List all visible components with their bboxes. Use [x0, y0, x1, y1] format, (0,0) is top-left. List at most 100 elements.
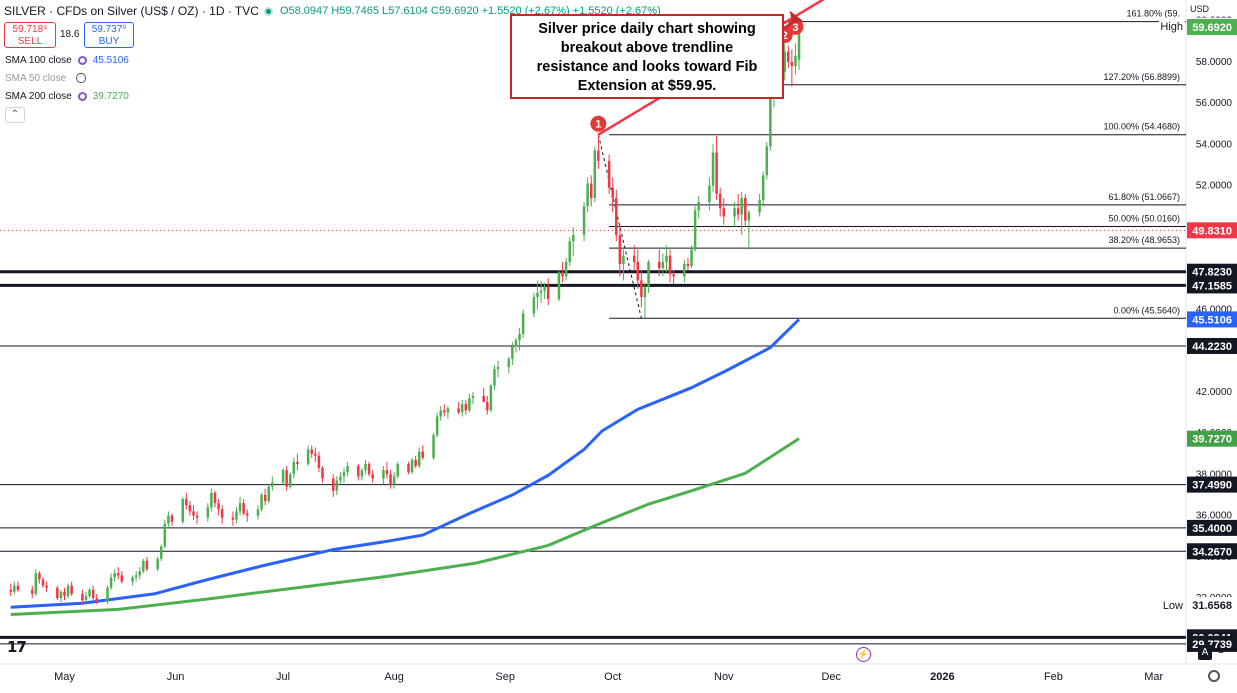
auto-scale-button[interactable]: A: [1198, 645, 1212, 660]
candle-body: [364, 463, 367, 471]
candle: [468, 393, 471, 413]
x-tick-label: Nov: [714, 671, 734, 683]
candle-body: [744, 197, 747, 221]
candle: [41, 577, 45, 588]
candle-body: [159, 546, 163, 559]
candle-body: [271, 482, 274, 487]
candle: [88, 587, 91, 599]
candle-body: [572, 235, 575, 242]
candle: [618, 224, 622, 277]
candle: [672, 270, 675, 285]
candle-body: [163, 523, 167, 547]
candle: [536, 280, 539, 310]
candle: [711, 144, 715, 192]
candle-body: [88, 589, 91, 596]
indicator-settings-icon[interactable]: [77, 55, 87, 65]
candle: [582, 202, 586, 242]
candle: [188, 501, 192, 516]
price-label: 31.6568 Low: [1159, 597, 1237, 614]
candle: [715, 136, 718, 201]
candle: [718, 187, 722, 217]
candle: [611, 177, 614, 213]
symbol-header: SILVER · CFDs on Silver (US$ / OZ) · 1D …: [4, 3, 661, 19]
candle-body: [736, 208, 740, 215]
marker-circle: [590, 115, 607, 132]
log-scale-button[interactable]: L: [1218, 645, 1224, 656]
candle-body: [231, 517, 235, 520]
fib-level-label: 0.00% (45.5640): [1113, 305, 1180, 315]
indicator-sma50[interactable]: SMA 50 close: [5, 71, 87, 85]
candle-body: [145, 560, 149, 570]
hidden-eye-icon[interactable]: [76, 73, 87, 83]
candle: [539, 280, 543, 304]
candle-body: [59, 591, 63, 599]
candle: [142, 558, 145, 574]
candle: [647, 259, 650, 293]
candle: [321, 466, 324, 483]
buy-button[interactable]: 59.737⁰ BUY: [84, 22, 134, 48]
candle: [471, 391, 475, 405]
candle-body: [690, 249, 693, 267]
price-label-text: 44.2230: [1192, 341, 1232, 353]
candle-body: [346, 466, 349, 473]
candle: [518, 327, 521, 351]
candle: [439, 406, 442, 421]
candle: [665, 245, 668, 273]
symbol-title[interactable]: SILVER · CFDs on Silver (US$ / OZ) · 1D …: [4, 4, 259, 18]
currency-label[interactable]: USD: [1189, 4, 1209, 14]
spread-value: 18.6: [60, 29, 80, 40]
indicator-sma100[interactable]: SMA 100 close 45.5106: [5, 53, 129, 67]
candle-body: [242, 503, 245, 514]
candle: [159, 544, 163, 561]
candle-body: [9, 589, 13, 592]
candle-body: [396, 463, 399, 477]
candle: [392, 472, 396, 489]
candle: [511, 342, 514, 365]
candle-body: [392, 476, 396, 485]
callout-line: resistance and looks toward Fib: [536, 59, 758, 75]
candle: [417, 447, 421, 469]
low-value: L57.6104: [381, 5, 428, 17]
candle: [106, 585, 109, 605]
candle: [486, 395, 489, 415]
price-label-bg: [1187, 519, 1237, 536]
candle: [70, 581, 73, 596]
candle-body: [321, 468, 324, 479]
candle-body: [285, 470, 288, 487]
candle: [242, 499, 245, 516]
marker-label: 3: [792, 22, 798, 34]
candle: [790, 49, 794, 87]
sell-button[interactable]: 59.718⁴ SELL: [4, 22, 56, 48]
candle-body: [686, 263, 690, 267]
candle: [145, 556, 149, 572]
indicator-value: 39.7270: [92, 90, 129, 102]
settings-gear-icon[interactable]: [1208, 670, 1220, 682]
candle-body: [758, 200, 761, 213]
candle-body: [697, 202, 700, 211]
x-tick-label: Mar: [1144, 671, 1163, 683]
candle: [568, 237, 571, 267]
price-label: 35.4000: [1187, 519, 1237, 536]
candle: [260, 492, 263, 512]
candle-body: [568, 241, 571, 262]
tradingview-logo[interactable]: 17: [7, 638, 27, 656]
collapse-legend-button[interactable]: ⌃: [5, 107, 25, 123]
price-label-text: 59.6920: [1192, 22, 1232, 34]
price-label-bg: [1187, 222, 1237, 239]
indicator-sma200[interactable]: SMA 200 close 39.7270: [5, 89, 129, 103]
callout-arrow-head: [789, 10, 803, 24]
price-label: 34.2670: [1187, 543, 1237, 560]
candle: [220, 505, 224, 524]
candle: [267, 484, 270, 504]
candle: [292, 457, 296, 479]
candle: [285, 466, 288, 491]
indicator-settings-icon[interactable]: [77, 91, 87, 101]
candle: [557, 270, 561, 302]
fib-level-label: 161.80% (59.: [1126, 9, 1180, 19]
price-label-text: 45.5106: [1192, 314, 1232, 326]
candle: [170, 513, 174, 526]
lightning-icon[interactable]: ⚡: [856, 647, 871, 662]
candle-body: [733, 208, 736, 217]
